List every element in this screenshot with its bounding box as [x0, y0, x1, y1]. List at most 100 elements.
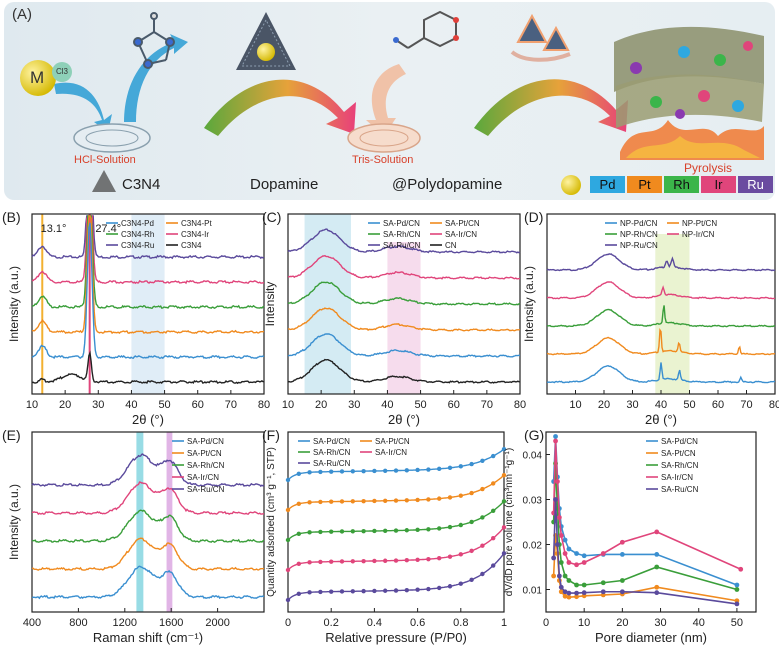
- x-axis-label: 2θ (°): [645, 412, 677, 427]
- data-point: [329, 589, 334, 594]
- data-point: [383, 468, 388, 473]
- x-tick-label: 30: [654, 617, 666, 629]
- legend-label: SA-Pt/CN: [187, 449, 222, 458]
- x-tick-label: 30: [348, 399, 360, 411]
- legend-label: SA-Ir/CN: [375, 448, 407, 457]
- data-point: [339, 529, 345, 534]
- data-point: [318, 469, 323, 475]
- data-point: [415, 527, 420, 533]
- data-point: [654, 590, 660, 596]
- series-line-sa-pt-cn: [31, 537, 265, 572]
- legend-label: C3N4-Pd: [121, 219, 154, 228]
- data-point: [285, 567, 291, 573]
- x-tick-label: 1600: [159, 617, 183, 629]
- dopamine-label: Dopamine: [250, 176, 319, 193]
- polydopamine-label: @Polydopamine: [392, 176, 503, 193]
- data-point: [415, 557, 420, 562]
- data-point: [393, 558, 399, 563]
- panel-label-d: (D): [524, 209, 543, 225]
- x-tick-label: 40: [693, 617, 705, 629]
- x-tick-label: 0.2: [324, 617, 339, 629]
- panel-label-c: (C): [262, 209, 281, 225]
- data-point: [600, 589, 606, 595]
- data-point: [404, 528, 409, 533]
- legend-label: CN: [445, 241, 457, 250]
- data-point: [553, 497, 558, 502]
- metal-box-ir: Ir: [701, 176, 736, 193]
- series-line-sa-rh-cn: [552, 463, 738, 591]
- synthesis-arrow-1-icon: [204, 79, 356, 136]
- data-point: [350, 529, 355, 534]
- data-point: [437, 526, 442, 531]
- data-point: [329, 469, 334, 474]
- legend-label: SA-Rh/CN: [187, 461, 225, 470]
- data-point: [447, 524, 453, 530]
- metal-ball-legend-icon: [561, 175, 581, 195]
- metal-box-ru: Ru: [738, 176, 773, 193]
- data-point: [562, 589, 568, 595]
- data-point: [318, 559, 323, 565]
- data-point: [619, 589, 625, 595]
- data-point: [566, 560, 572, 565]
- data-point: [458, 552, 463, 557]
- data-point: [491, 508, 496, 513]
- y-tick-label: 0.01: [523, 586, 543, 597]
- data-point: [285, 597, 291, 603]
- data-point: [372, 498, 377, 504]
- data-point: [619, 539, 625, 545]
- data-point: [734, 587, 740, 592]
- data-point: [480, 486, 485, 492]
- series-line-c3n4-pt: [31, 215, 265, 335]
- series-line-sa-pd-cn: [31, 565, 265, 600]
- x-tick-label: 30: [92, 399, 104, 411]
- series-line-sa-ru-cn: [552, 499, 738, 605]
- data-point: [480, 515, 485, 520]
- x-tick-label: 80: [769, 399, 779, 411]
- data-point: [555, 542, 560, 547]
- panel-label-g: (G): [524, 427, 544, 443]
- legend-label: SA-Ru/CN: [661, 485, 699, 494]
- data-point: [558, 589, 564, 595]
- legend-label: SA-Pd/CN: [661, 437, 698, 446]
- data-point: [393, 468, 399, 473]
- legend-label: NP-Ir/CN: [682, 230, 715, 239]
- data-point: [566, 578, 572, 583]
- legend-b: C3N4-Pd C3N4-Pt C3N4-Rh C3N4-Ir C3N4-Ru C3N4: [106, 219, 212, 250]
- data-point: [307, 590, 312, 595]
- legend-label: SA-Pt/CN: [445, 219, 480, 228]
- metal-box-rh: Rh: [664, 176, 699, 193]
- data-point: [619, 552, 625, 557]
- data-point: [480, 458, 485, 464]
- data-point: [296, 501, 301, 507]
- x-tick-label: 30: [626, 399, 638, 411]
- x-tick-label: 2000: [205, 617, 229, 629]
- data-point: [361, 498, 366, 504]
- data-point: [458, 581, 463, 586]
- series-line-sa-ru-cn: [31, 453, 265, 488]
- highlight-band: [131, 214, 165, 394]
- legend-label: C3N4-Ir: [181, 230, 209, 239]
- data-point: [339, 469, 345, 474]
- x-tick-label: 80: [258, 399, 270, 411]
- data-point: [566, 594, 572, 600]
- x-axis-label: Raman shift (cm⁻¹): [93, 630, 203, 645]
- data-point: [372, 588, 377, 594]
- legend-label: SA-Pt/CN: [661, 449, 696, 458]
- series-line-sa-rh-cn: [31, 509, 265, 544]
- x-axis-label: Pore diameter (nm): [595, 630, 707, 645]
- y-axis-label: Intensity (a.u.): [7, 484, 21, 560]
- legend-label: SA-Rh/CN: [383, 230, 421, 239]
- legend-label: C3N4-Ru: [121, 241, 154, 250]
- data-point: [404, 587, 409, 593]
- data-point: [654, 564, 660, 570]
- x-tick-label: 60: [192, 399, 204, 411]
- x-tick-label: 10: [26, 399, 38, 411]
- hcl-solution-label: HCl-Solution: [74, 154, 136, 166]
- series-line-sa-ru-cn: [287, 228, 521, 254]
- legend-c: SA-Pd/CN SA-Pt/CN SA-Rh/CN SA-Ir/CN SA-Ru/CN…: [368, 219, 480, 250]
- highlight-band: [136, 432, 144, 612]
- panel-label-a: (A): [12, 6, 32, 23]
- data-point: [458, 493, 463, 498]
- data-point: [437, 555, 442, 561]
